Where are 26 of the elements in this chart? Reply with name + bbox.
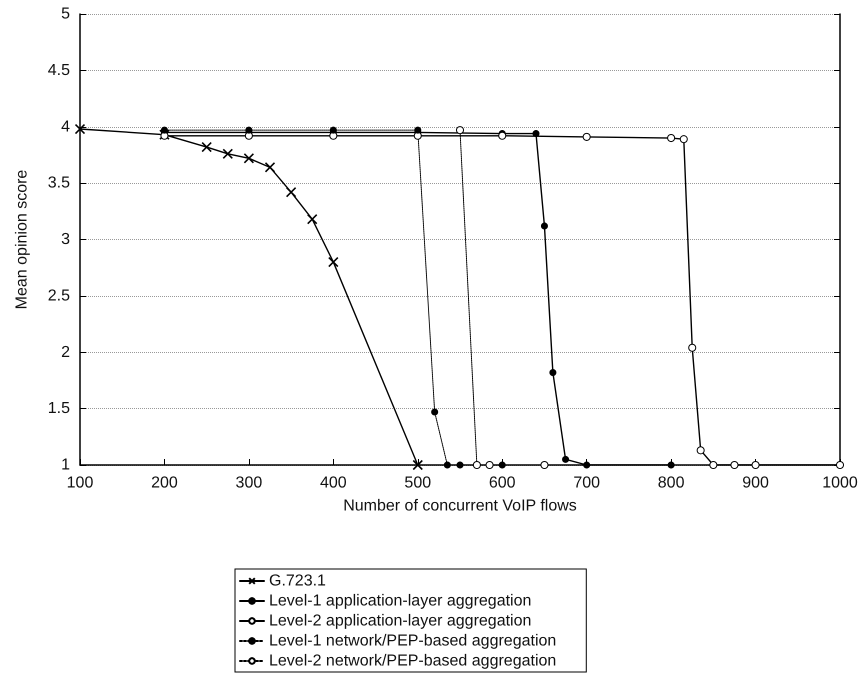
- x-tick-label: 600: [488, 474, 516, 492]
- legend-label: G.723.1: [269, 572, 326, 590]
- x-axis-title: Number of concurrent VoIP flows: [343, 498, 577, 514]
- x-tick-label: 900: [742, 474, 769, 492]
- y-axis-title: Mean opinion score: [14, 170, 30, 310]
- y-tick-label: 4.5: [48, 62, 70, 79]
- y-tick-label: 2.5: [48, 287, 70, 304]
- x-tick-label: 200: [151, 474, 178, 492]
- legend-label: Level-1 network/PEP-based aggregation: [269, 632, 556, 650]
- x-tick-label: 100: [66, 474, 94, 492]
- x-tick-label: 300: [236, 474, 262, 492]
- legend-label: Level-2 application-layer aggregation: [269, 612, 532, 630]
- y-tick-label: 2: [61, 344, 70, 361]
- y-tick-label: 5: [61, 6, 70, 22]
- y-tick-label: 3.5: [48, 174, 70, 192]
- y-tick-label: 1: [61, 456, 70, 474]
- y-tick-label: 1.5: [48, 400, 70, 418]
- x-tick-label: 800: [658, 474, 685, 492]
- x-tick-label: 400: [320, 474, 347, 492]
- x-tick-label: 700: [573, 474, 600, 492]
- x-tick-label: 500: [404, 474, 432, 492]
- legend-label: Level-2 network/PEP-based aggregation: [269, 652, 556, 670]
- y-tick-label: 4: [61, 118, 70, 136]
- x-tick-label: 1000: [822, 474, 858, 492]
- y-tick-label: 3: [61, 231, 70, 248]
- legend-label: Level-1 application-layer aggregation: [269, 592, 532, 610]
